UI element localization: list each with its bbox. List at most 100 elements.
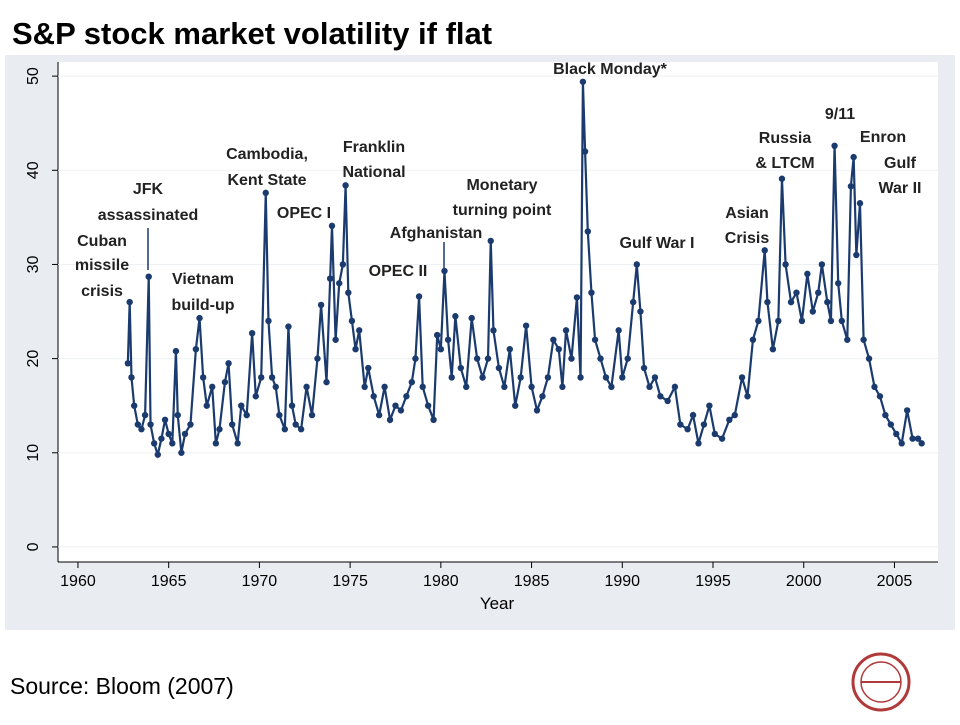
point — [196, 314, 203, 322]
point — [203, 402, 210, 409]
annotation: turning point — [453, 202, 552, 219]
x-tick-label: 1980 — [423, 573, 459, 590]
point — [408, 378, 416, 386]
point — [412, 355, 419, 362]
chart-title: S&P stock market volatility if flat — [12, 16, 492, 51]
point — [323, 378, 330, 386]
point — [568, 355, 575, 362]
point — [490, 327, 497, 334]
point — [700, 421, 708, 428]
point — [914, 435, 922, 442]
point — [871, 383, 878, 391]
annotation: National — [342, 164, 405, 181]
point — [624, 355, 631, 362]
point — [272, 383, 279, 391]
point — [903, 407, 911, 414]
point — [711, 430, 719, 438]
point — [591, 336, 599, 343]
point — [755, 317, 762, 325]
point — [303, 383, 310, 391]
point — [887, 421, 895, 428]
point — [199, 374, 207, 381]
point — [415, 293, 423, 300]
point — [787, 298, 795, 306]
point — [392, 402, 399, 409]
point — [764, 298, 771, 306]
point — [209, 383, 216, 391]
point — [174, 411, 181, 419]
point — [258, 374, 265, 381]
point — [815, 289, 822, 296]
point — [234, 440, 241, 447]
point — [501, 383, 508, 391]
title-box — [8, 10, 590, 52]
point — [860, 336, 867, 343]
point — [882, 411, 889, 419]
point — [671, 383, 679, 391]
point — [161, 416, 169, 424]
point — [818, 261, 826, 268]
x-axis-label: Year — [480, 594, 515, 613]
point — [651, 374, 659, 381]
point — [397, 407, 405, 414]
point — [314, 355, 321, 362]
point — [853, 251, 860, 259]
point — [539, 393, 546, 400]
point — [248, 329, 256, 337]
x-tick-label: 1995 — [695, 573, 731, 590]
point — [559, 383, 566, 391]
point — [145, 273, 152, 280]
point — [847, 183, 855, 190]
point — [608, 383, 615, 391]
y-tick-label: 50 — [25, 67, 42, 85]
annotation: assassinated — [98, 207, 199, 224]
annotation: War II — [879, 180, 922, 197]
x-tick-label: 1985 — [514, 573, 550, 590]
point — [288, 402, 296, 409]
point — [165, 430, 172, 438]
point — [629, 298, 637, 306]
point — [577, 374, 584, 381]
point — [138, 426, 145, 433]
annotation: Monetary — [466, 177, 537, 194]
point — [484, 355, 492, 362]
annotation: Asian — [725, 205, 769, 222]
annotation: Kent State — [227, 172, 306, 189]
point — [221, 378, 229, 386]
point — [370, 393, 377, 400]
point — [457, 364, 465, 372]
point — [308, 411, 316, 419]
point — [352, 345, 359, 353]
point — [809, 308, 817, 315]
annotation: Russia — [759, 130, 812, 147]
annotation: & LTCM — [755, 155, 814, 172]
point — [555, 345, 562, 353]
point — [342, 182, 349, 189]
annotation: Crisis — [725, 230, 770, 247]
point — [528, 383, 535, 391]
y-tick-label: 40 — [25, 161, 42, 179]
point — [487, 237, 494, 245]
point — [850, 153, 857, 161]
point — [744, 393, 751, 400]
point — [434, 331, 441, 339]
point — [292, 421, 299, 428]
point — [918, 440, 925, 447]
annotation: OPEC I — [277, 205, 331, 222]
point — [463, 383, 470, 391]
point — [169, 440, 176, 447]
point — [718, 435, 726, 442]
point — [581, 148, 589, 155]
annotation: build-up — [171, 297, 234, 314]
point — [876, 393, 884, 400]
point — [126, 298, 133, 306]
y-tick-label: 30 — [25, 255, 42, 273]
point — [761, 247, 768, 254]
point — [228, 421, 236, 428]
annotation: Afghanistan — [390, 225, 482, 242]
x-tick-label: 2005 — [877, 573, 913, 590]
point — [444, 336, 452, 343]
point — [706, 402, 713, 409]
annotation: JFK — [133, 181, 164, 198]
